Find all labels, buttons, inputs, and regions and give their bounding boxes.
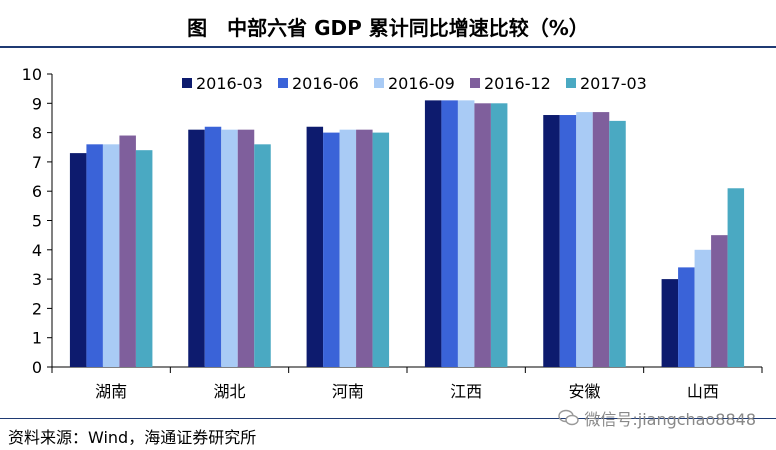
bar-2016-03-河南 <box>306 126 324 368</box>
bar-2016-03-安徽 <box>543 115 560 368</box>
bar-2016-09-湖北 <box>221 129 238 367</box>
bar-2016-06-安徽 <box>559 115 577 368</box>
bar-2017-03-河南 <box>372 132 390 367</box>
bar-2016-06-河南 <box>323 132 340 367</box>
bar-2016-03-湖南 <box>69 153 87 367</box>
bar-2016-09-安徽 <box>576 112 593 367</box>
legend-swatch-2017-03 <box>566 78 576 88</box>
legend-swatch-2016-03 <box>182 78 192 88</box>
legend-label-2016-03: 2016-03 <box>196 74 263 93</box>
legend-swatch-2016-09 <box>374 78 384 88</box>
x-tick-label: 江西 <box>450 382 482 401</box>
bar-2016-09-湖南 <box>102 144 120 367</box>
x-tick-label: 湖南 <box>95 382 127 401</box>
bar-2016-12-河南 <box>356 129 373 367</box>
bar-2016-03-江西 <box>424 100 442 367</box>
bar-2016-03-湖北 <box>188 129 205 367</box>
bar-2016-12-山西 <box>711 235 728 367</box>
legend-label-2016-09: 2016-09 <box>388 74 455 93</box>
legend-label-2016-06: 2016-06 <box>292 74 359 93</box>
bar-2016-09-河南 <box>339 129 357 367</box>
bar-2016-03-山西 <box>661 279 679 367</box>
y-tick-label: 6 <box>32 182 42 201</box>
y-tick-label: 7 <box>32 153 42 172</box>
legend-label-2016-12: 2016-12 <box>484 74 551 93</box>
legend-swatch-2016-12 <box>470 78 480 88</box>
y-tick-label: 8 <box>32 124 42 143</box>
bar-2016-12-江西 <box>474 103 491 368</box>
x-tick-label: 湖北 <box>213 382 245 401</box>
bar-2016-06-湖北 <box>204 126 222 368</box>
y-tick-label: 4 <box>32 241 42 260</box>
bar-2017-03-湖北 <box>254 144 271 367</box>
bar-2016-12-湖北 <box>237 129 255 367</box>
x-tick-label: 安徽 <box>568 382 600 401</box>
bar-2017-03-山西 <box>727 188 745 367</box>
legend-label-2017-03: 2017-03 <box>580 74 647 93</box>
legend-swatch-2016-06 <box>278 78 288 88</box>
bar-chart: 0 1 2 3 4 5 6 7 8 9 10 湖南 湖北 河南 江西 安徽 山西 2016-03 2016-06 20… <box>22 65 763 401</box>
y-tick-label: 2 <box>32 299 42 318</box>
chart-title: 图 中部六省 GDP 累计同比增速比较（%） <box>187 16 589 40</box>
bar-2017-03-安徽 <box>609 120 626 367</box>
source-divider <box>0 418 776 419</box>
x-tick-label: 山西 <box>687 382 719 401</box>
bar-2016-12-安徽 <box>592 112 610 367</box>
source-note: 资料来源：Wind，海通证券研究所 <box>8 428 257 447</box>
x-tick-label: 河南 <box>332 382 364 401</box>
title-bar: 图 中部六省 GDP 累计同比增速比较（%） <box>0 0 776 48</box>
bar-2016-06-山西 <box>678 267 695 367</box>
bar-2016-06-湖南 <box>86 144 103 367</box>
y-tick-label: 5 <box>32 212 42 231</box>
y-tick-label: 1 <box>32 329 42 348</box>
y-tick-label: 3 <box>32 270 42 289</box>
bar-2016-12-湖南 <box>119 135 136 367</box>
y-tick-label: 9 <box>32 94 42 113</box>
bar-2016-06-江西 <box>441 100 458 367</box>
bar-2016-09-山西 <box>694 249 712 367</box>
watermark-text: 微信号:jiangchao8848 <box>584 410 756 429</box>
wechat-icon <box>558 409 580 426</box>
bar-2017-03-江西 <box>490 103 508 368</box>
watermark: 微信号:jiangchao8848 <box>558 406 756 430</box>
y-tick-label: 0 <box>32 358 42 377</box>
bar-2017-03-湖南 <box>135 150 153 367</box>
y-tick-label: 10 <box>22 65 42 84</box>
bar-2016-09-江西 <box>457 100 475 367</box>
